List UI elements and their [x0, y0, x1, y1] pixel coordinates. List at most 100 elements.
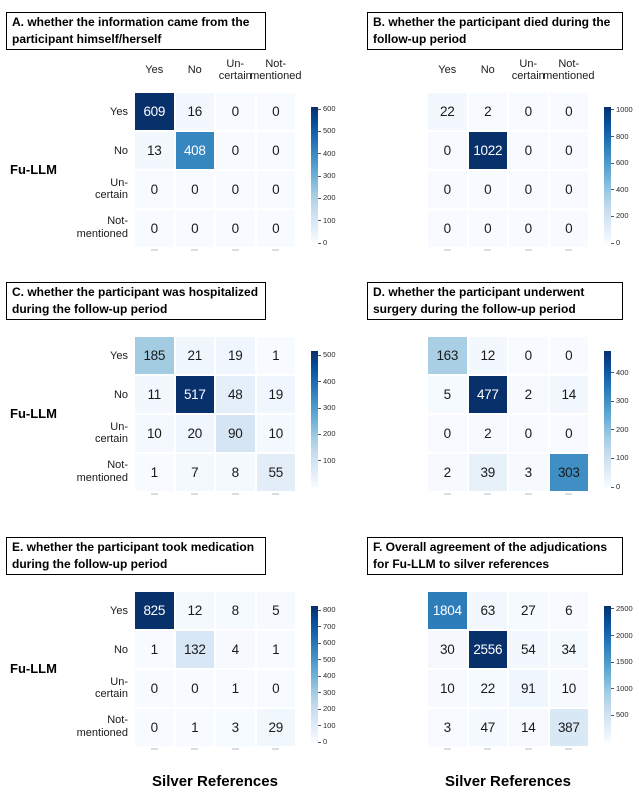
heatmap-cell: 11	[135, 376, 174, 413]
axis-tick-dash	[524, 748, 532, 750]
colorbar-tick	[318, 153, 321, 155]
heatmap-cell: 0	[509, 171, 548, 208]
heatmap-cell: 0	[135, 210, 174, 247]
colorbar-tick-label: 200	[323, 704, 336, 714]
column-header-label: No	[468, 50, 509, 90]
heatmap-cell: 0	[428, 415, 467, 452]
heatmap-cell: 185	[135, 337, 174, 374]
axis-tick-dash	[524, 249, 532, 251]
heatmap-cell: 5	[428, 376, 467, 413]
colorbar-tick	[611, 162, 614, 164]
heatmap-cell: 517	[175, 376, 214, 413]
colorbar-tick-label: 800	[323, 605, 336, 615]
row-label: Not-mentioned	[0, 215, 128, 240]
colorbar-tick-label: 400	[323, 671, 336, 681]
heatmap-cell: 2	[428, 454, 467, 491]
panel-title: B. whether the participant died during t…	[367, 12, 623, 50]
heatmap-cell: 14	[509, 709, 548, 746]
row-label-line: mentioned	[76, 227, 128, 240]
heatmap-cell: 19	[216, 337, 255, 374]
colorbar-tick	[318, 460, 321, 462]
colorbar-tick-label: 400	[323, 148, 336, 158]
colorbar-tick-label: 300	[323, 687, 336, 697]
column-header-line: Un-	[519, 57, 538, 70]
colorbar-tick	[318, 407, 321, 409]
column-header-label: Yes	[134, 50, 175, 90]
row-label-line: No	[113, 388, 128, 401]
heatmap-cell: 34	[549, 631, 588, 668]
row-label: Not-mentioned	[0, 459, 128, 484]
heatmap-cell: 0	[256, 93, 295, 130]
heatmap-cell: 132	[175, 631, 214, 668]
panel-a: A. whether the information came from the…	[0, 0, 336, 270]
column-header-line: mentioned	[543, 70, 595, 82]
colorbar-tick	[611, 189, 614, 191]
colorbar-tick-label: 0	[323, 238, 328, 247]
column-header-label: Not-mentioned	[543, 50, 594, 90]
heatmap-cell: 16	[175, 93, 214, 130]
colorbar-tick-label: 800	[616, 131, 629, 141]
heatmap-cell: 0	[509, 210, 548, 247]
heatmap-grid: 609 16 0 0 13 408 0 0 0 0 0 0 0 0 0 0	[135, 93, 295, 247]
colorbar-tick	[318, 642, 321, 644]
axis-tick-dash	[443, 249, 451, 251]
heatmap-cell: 0	[428, 132, 467, 169]
heatmap-cell: 47	[468, 709, 507, 746]
axis-tick-dash	[565, 493, 573, 495]
heatmap-cell: 0	[216, 210, 255, 247]
panel-f: F. Overall agreement of the adjudication…	[320, 525, 639, 807]
axis-tick-dash	[231, 493, 239, 495]
y-axis-label: Fu-LLM	[10, 661, 57, 676]
heatmap-cell: 0	[135, 670, 174, 707]
colorbar-tick	[318, 108, 321, 110]
heatmap-grid: 185 21 19 1 11 517 48 19 10 20 90 10 1 7 8 55	[135, 337, 295, 491]
row-label: No	[0, 389, 128, 402]
colorbar-tick-label: 100	[323, 720, 336, 730]
x-axis-label: Silver References	[152, 773, 278, 790]
heatmap-cell: 27	[509, 592, 548, 629]
axis-tick-dash	[231, 748, 239, 750]
colorbar: 1000 800 600 400 200 0	[604, 105, 639, 247]
heatmap-cell: 4	[216, 631, 255, 668]
colorbar-tick	[611, 608, 614, 610]
heatmap-cell: 14	[549, 376, 588, 413]
heatmap-cell: 39	[468, 454, 507, 491]
heatmap-cell: 0	[256, 210, 295, 247]
colorbar-tick-label: 500	[616, 710, 629, 720]
heatmap-cell: 0	[549, 337, 588, 374]
heatmap-cell: 408	[175, 132, 214, 169]
heatmap-cell: 8	[216, 592, 255, 629]
colorbar-tick	[318, 692, 321, 694]
colorbar-tick-label: 500	[323, 654, 336, 664]
row-label: No	[0, 145, 128, 158]
heatmap-cell: 55	[256, 454, 295, 491]
axis-tick-dash	[272, 493, 280, 495]
axis-tick-dash	[272, 748, 280, 750]
column-header-line: certain	[218, 70, 252, 82]
colorbar-tick-label: 0	[616, 482, 621, 491]
heatmap-cell: 10	[256, 415, 295, 452]
colorbar-tick	[318, 675, 321, 677]
colorbar: 2500 2000 1500 1000 500	[604, 604, 639, 742]
colorbar-tick-label: 400	[616, 367, 629, 377]
panel-b: B. whether the participant died during t…	[320, 0, 639, 270]
row-label-line: certain	[94, 189, 128, 202]
axis-tick-dash	[484, 249, 492, 251]
colorbar-tick	[611, 242, 614, 244]
colorbar-tick	[611, 136, 614, 138]
panel-title: E. whether the participant took medicati…	[6, 537, 266, 575]
row-label-line: certain	[94, 688, 128, 701]
colorbar-tick	[318, 659, 321, 661]
colorbar-tick-label: 200	[323, 429, 336, 439]
panel-c: C. whether the participant was hospitali…	[0, 270, 336, 525]
heatmap-cell: 5	[256, 592, 295, 629]
column-header-line: Yes	[145, 63, 164, 76]
heatmap-cell: 303	[549, 454, 588, 491]
axis-tick-dash	[484, 748, 492, 750]
axis-tick-dash	[443, 748, 451, 750]
heatmap-cell: 1	[216, 670, 255, 707]
heatmap-cell: 0	[256, 132, 295, 169]
row-label-line: Not-	[107, 215, 128, 228]
heatmap-cell: 10	[135, 415, 174, 452]
row-label-line: Un-	[110, 675, 128, 688]
